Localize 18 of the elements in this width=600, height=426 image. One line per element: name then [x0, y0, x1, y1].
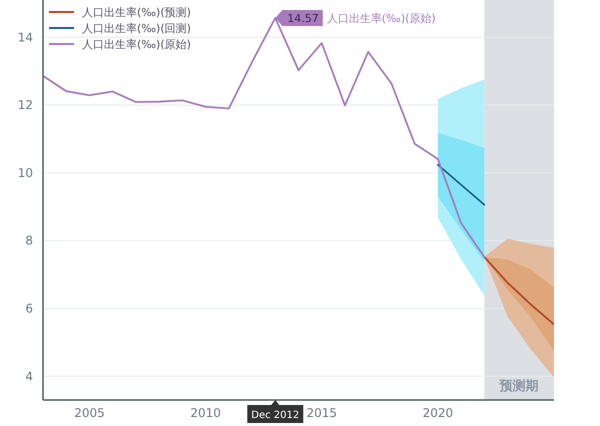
x-tick-label: 2005: [74, 406, 105, 420]
y-tick-label: 10: [18, 166, 33, 180]
legend-label: 人口出生率(‰)(原始): [82, 38, 191, 51]
y-tick-label: 6: [25, 301, 33, 316]
annotation: 14.57 人口出生率(‰)(原始): [287, 12, 436, 25]
line-series: [483, 256, 554, 326]
band-label: 预测期: [498, 379, 539, 394]
legend-label: 人口出生率(‰)(预测): [82, 6, 191, 19]
annotation: 14.57 人口出生率(‰)(原始): [275, 10, 436, 26]
x-tick-label: 2010: [190, 406, 221, 420]
annotation: Dec 2012: [247, 400, 304, 423]
x-tick-label: 2020: [422, 406, 454, 420]
y-tick-label: 14: [18, 30, 33, 44]
y-tick-label: 4: [25, 369, 33, 384]
x-tick-label: 2015: [306, 406, 338, 420]
y-tick-label: 8: [25, 234, 33, 248]
legend-label: 人口出生率(‰)(回测): [82, 22, 191, 35]
y-tick-label: 12: [18, 98, 33, 112]
